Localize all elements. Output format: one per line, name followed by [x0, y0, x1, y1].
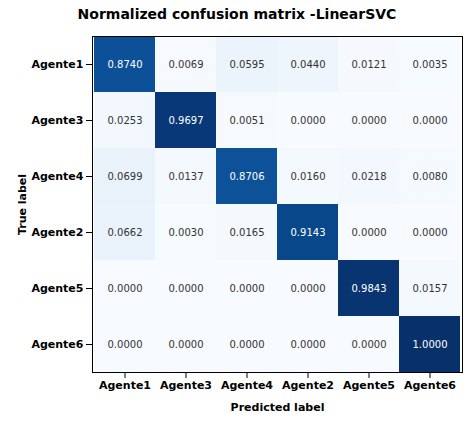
svg-text:0.0160: 0.0160 — [291, 171, 326, 182]
svg-text:0.0000: 0.0000 — [352, 339, 387, 350]
svg-text:0.9697: 0.9697 — [169, 115, 204, 126]
svg-text:Predicted label: Predicted label — [231, 401, 325, 414]
svg-text:0.0080: 0.0080 — [413, 171, 448, 182]
svg-text:True label: True label — [16, 174, 29, 235]
svg-text:Agente2: Agente2 — [31, 226, 83, 239]
svg-text:0.0000: 0.0000 — [169, 339, 204, 350]
svg-text:0.0000: 0.0000 — [413, 115, 448, 126]
svg-text:0.0157: 0.0157 — [413, 283, 448, 294]
svg-text:0.0030: 0.0030 — [169, 227, 204, 238]
svg-text:1.0000: 1.0000 — [413, 339, 448, 350]
svg-text:Agente3: Agente3 — [160, 379, 212, 392]
svg-text:0.0218: 0.0218 — [352, 171, 387, 182]
svg-text:Agente3: Agente3 — [31, 114, 83, 127]
svg-text:0.0595: 0.0595 — [230, 59, 265, 70]
svg-text:0.0000: 0.0000 — [108, 283, 143, 294]
svg-text:0.0121: 0.0121 — [352, 59, 387, 70]
svg-text:0.0165: 0.0165 — [230, 227, 265, 238]
svg-text:0.0000: 0.0000 — [108, 339, 143, 350]
svg-text:0.0000: 0.0000 — [169, 283, 204, 294]
svg-text:0.0000: 0.0000 — [413, 227, 448, 238]
svg-text:0.0000: 0.0000 — [230, 339, 265, 350]
svg-text:0.0662: 0.0662 — [108, 227, 143, 238]
svg-text:Agente1: Agente1 — [31, 58, 83, 71]
svg-text:0.0699: 0.0699 — [108, 171, 143, 182]
svg-text:0.0000: 0.0000 — [352, 115, 387, 126]
svg-text:0.8740: 0.8740 — [108, 59, 143, 70]
svg-text:Agente5: Agente5 — [31, 282, 83, 295]
svg-text:0.9843: 0.9843 — [352, 283, 387, 294]
svg-text:Agente5: Agente5 — [343, 379, 395, 392]
svg-text:0.0000: 0.0000 — [352, 227, 387, 238]
svg-text:0.0069: 0.0069 — [169, 59, 204, 70]
svg-text:0.0051: 0.0051 — [230, 115, 265, 126]
svg-text:Agente1: Agente1 — [99, 379, 151, 392]
svg-text:0.0000: 0.0000 — [291, 115, 326, 126]
svg-text:0.0137: 0.0137 — [169, 171, 204, 182]
svg-text:Agente6: Agente6 — [404, 379, 456, 392]
svg-text:0.0035: 0.0035 — [413, 59, 448, 70]
svg-text:0.0000: 0.0000 — [291, 339, 326, 350]
svg-text:Agente4: Agente4 — [31, 170, 83, 183]
svg-text:0.0000: 0.0000 — [291, 283, 326, 294]
svg-text:0.9143: 0.9143 — [291, 227, 326, 238]
html-text:Normalized confusion matrix -L: Normalized confusion matrix -LinearSVC — [77, 6, 397, 22]
svg-text:0.0253: 0.0253 — [108, 115, 143, 126]
svg-text:Agente2: Agente2 — [282, 379, 334, 392]
svg-text:0.0000: 0.0000 — [230, 283, 265, 294]
svg-text:0.8706: 0.8706 — [230, 171, 265, 182]
svg-text:Agente4: Agente4 — [221, 379, 273, 392]
svg-text:Agente6: Agente6 — [31, 338, 83, 351]
svg-text:0.0440: 0.0440 — [291, 59, 326, 70]
